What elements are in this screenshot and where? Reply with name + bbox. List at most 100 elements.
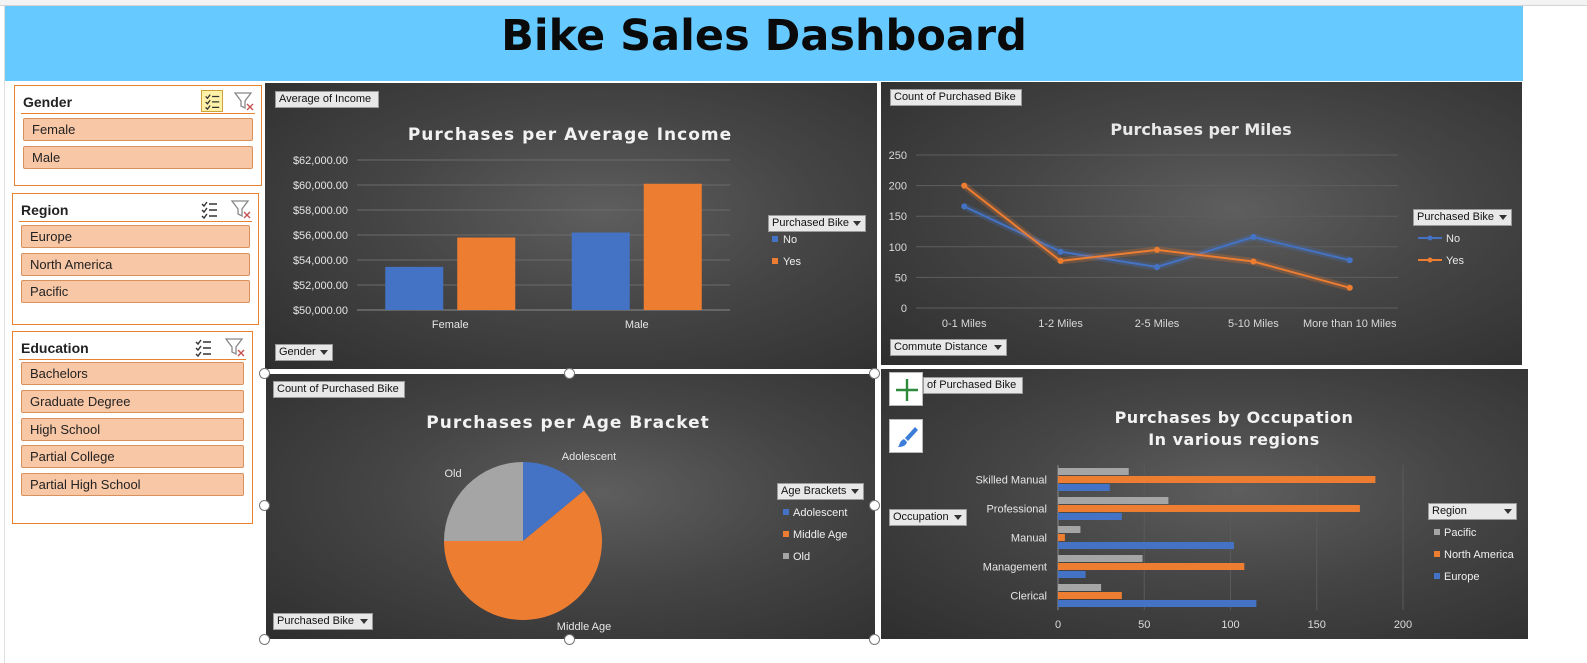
resize-handle[interactable] (564, 634, 575, 645)
clear-filter-icon[interactable] (230, 198, 252, 220)
resize-handle[interactable] (869, 368, 880, 379)
x-tick-label: 0-1 Miles (942, 318, 987, 330)
data-point (1346, 257, 1353, 264)
legend-swatch (783, 509, 789, 515)
value-field-button[interactable]: Count of Purchased Bike (273, 381, 405, 398)
y-tick-label: Clerical (1010, 591, 1047, 603)
dropdown-arrow-icon (1499, 215, 1507, 220)
axis-field-label: Commute Distance (894, 341, 988, 353)
data-point (1154, 246, 1160, 253)
brush-icon (898, 427, 918, 447)
legend-field-label: Region (1432, 505, 1467, 517)
resize-handle[interactable] (564, 368, 575, 379)
axis-field-label: Gender (279, 346, 316, 358)
filter-field-button[interactable]: Purchased Bike (273, 613, 373, 630)
income-chart-panel[interactable]: Purchases per Average Income $50,000.00 $5… (265, 83, 877, 369)
miles-chart-panel[interactable]: Purchases per Miles 0 50 100 150 200 250 0-1 Mi… (881, 82, 1522, 365)
data-point (1250, 234, 1257, 241)
axis-field-label: Occupation (893, 511, 949, 523)
chart-elements-button[interactable] (889, 372, 923, 406)
legend-swatch (1434, 573, 1440, 579)
legend-entry: Yes (1446, 255, 1464, 267)
dropdown-arrow-icon (853, 221, 861, 226)
occupation-bar-chart: Purchases by Occupation In various region… (975, 408, 1514, 631)
bar (1058, 484, 1110, 491)
slicer-item-pacific[interactable]: Pacific (21, 280, 250, 303)
pie-slice (444, 462, 523, 541)
legend-swatch (772, 258, 778, 264)
slicer-item-high-school[interactable]: High School (21, 418, 244, 441)
slicer-item-north-america[interactable]: North America (21, 253, 250, 276)
data-point (1154, 263, 1160, 270)
axis-field-button[interactable]: Gender (275, 344, 333, 361)
slicer-header: Gender (21, 90, 255, 114)
dropdown-arrow-icon (954, 515, 962, 520)
miles-line-chart: Purchases per Miles 0 50 100 150 200 250 0-1 Mi… (889, 120, 1465, 330)
bar (1058, 600, 1257, 607)
multi-select-icon[interactable] (200, 90, 223, 112)
legend-entry: No (783, 234, 797, 246)
slicer-item-graduate-degree[interactable]: Graduate Degree (21, 390, 244, 413)
slicer-item-europe[interactable]: Europe (21, 225, 250, 248)
resize-handle[interactable] (259, 634, 270, 645)
bar (643, 183, 702, 310)
age-chart-panel[interactable]: Purchases per Age Bracket Adolescent Middl… (265, 373, 876, 640)
slicer-header: Education (19, 336, 246, 360)
slicer-item-bachelors[interactable]: Bachelors (21, 362, 244, 385)
bar (1058, 584, 1102, 591)
legend-entry: Yes (783, 256, 801, 268)
legend-field-button[interactable]: Age Brackets (777, 483, 864, 500)
y-tick-label: 250 (889, 150, 907, 162)
axis-field-button[interactable]: Commute Distance (890, 339, 1007, 356)
y-tick-label: $52,000.00 (293, 280, 348, 292)
axis-field-button[interactable]: Occupation (889, 509, 967, 526)
bar (457, 237, 516, 310)
chart-title-line: In various regions (1148, 430, 1320, 449)
legend-field-button[interactable]: Purchased Bike (1413, 209, 1512, 226)
clear-filter-icon[interactable] (224, 336, 246, 358)
slicer-item-partial-college[interactable]: Partial College (21, 445, 244, 468)
legend-field-button[interactable]: Region (1428, 503, 1517, 520)
slicer-title: Gender (23, 94, 73, 110)
occupation-chart-panel[interactable]: Purchases by Occupation In various region… (881, 369, 1528, 639)
bar (1058, 526, 1081, 533)
slicer-item-female[interactable]: Female (23, 118, 253, 141)
pie-slice (523, 462, 584, 541)
resize-handle[interactable] (259, 368, 270, 379)
region-slicer[interactable]: Region Europe North America Pacific (12, 193, 259, 325)
x-tick-label: 1-2 Miles (1038, 318, 1083, 330)
resize-handle[interactable] (259, 500, 270, 511)
x-tick-label: More than 10 Miles (1303, 318, 1397, 330)
multi-select-icon[interactable] (192, 336, 214, 358)
value-field-button[interactable]: of Purchased Bike (923, 377, 1023, 394)
series-glow (962, 203, 1351, 271)
dropdown-arrow-icon (994, 345, 1002, 350)
education-slicer[interactable]: Education Bachelors Graduate Degree High… (12, 331, 253, 524)
dropdown-arrow-icon (360, 619, 368, 624)
column-header-strip (0, 0, 1587, 6)
slicer-item-partial-high-school[interactable]: Partial High School (21, 473, 244, 496)
data-point (1346, 284, 1353, 291)
legend-field-button[interactable]: Purchased Bike (768, 215, 866, 232)
chart-styles-button[interactable] (889, 419, 923, 453)
resize-handle[interactable] (869, 500, 880, 511)
y-tick-label: 0 (901, 303, 907, 315)
bar (1058, 534, 1065, 541)
pie-slice (444, 490, 602, 620)
bar (1058, 513, 1122, 520)
chart-title-line: Purchases by Occupation (1115, 408, 1354, 427)
x-tick-label: 5-10 Miles (1228, 318, 1279, 330)
value-field-button[interactable]: Count of Purchased Bike (890, 89, 1022, 106)
x-tick-label: 2-5 Miles (1135, 318, 1180, 330)
resize-handle[interactable] (869, 634, 880, 645)
slicer-item-male[interactable]: Male (23, 146, 253, 169)
gender-slicer[interactable]: Gender Female Male (14, 85, 262, 186)
bar (1058, 571, 1086, 578)
value-field-button[interactable]: Average of Income (275, 91, 379, 108)
bar (571, 232, 630, 310)
clear-filter-icon[interactable] (233, 90, 255, 112)
row-header-strip (0, 6, 5, 663)
slicer-header: Region (19, 198, 252, 222)
multi-select-icon[interactable] (198, 198, 220, 220)
legend-entry: Middle Age (793, 529, 847, 541)
